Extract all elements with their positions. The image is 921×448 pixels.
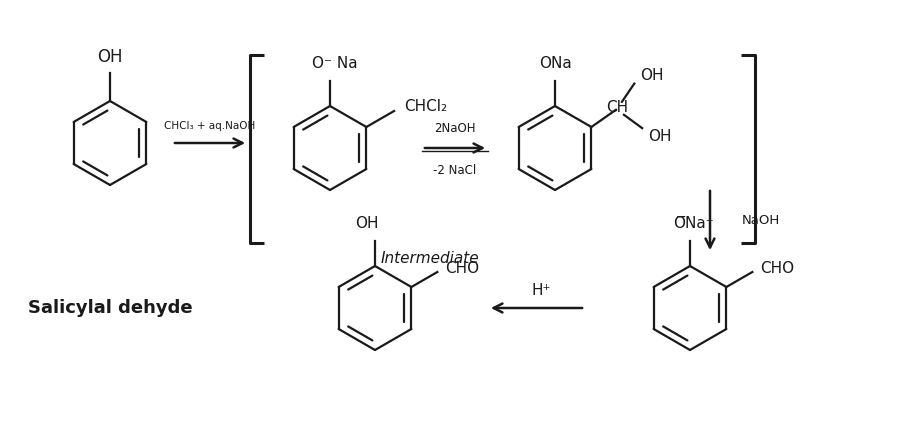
Text: CHCl₂: CHCl₂ (404, 99, 448, 113)
Text: OH: OH (98, 48, 122, 66)
Text: -2 NaCl: -2 NaCl (434, 164, 477, 177)
Text: OH: OH (640, 68, 664, 83)
Text: OH: OH (356, 215, 379, 231)
Text: NaOH: NaOH (742, 214, 780, 227)
Text: CHCl₃ + aq.NaOH: CHCl₃ + aq.NaOH (164, 121, 256, 131)
Text: 2NaOH: 2NaOH (434, 121, 476, 134)
Text: O̅Na⁺: O̅Na⁺ (672, 215, 714, 231)
Text: H⁺: H⁺ (531, 283, 552, 297)
Text: O⁻ Na: O⁻ Na (312, 56, 358, 70)
Text: CHO: CHO (445, 260, 480, 276)
Text: CH: CH (606, 100, 628, 115)
Text: ONa: ONa (539, 56, 571, 70)
Text: Intermediate: Intermediate (380, 250, 479, 266)
Text: OH: OH (648, 129, 672, 144)
Text: Salicylal dehyde: Salicylal dehyde (28, 299, 192, 317)
Text: CHO: CHO (761, 260, 795, 276)
